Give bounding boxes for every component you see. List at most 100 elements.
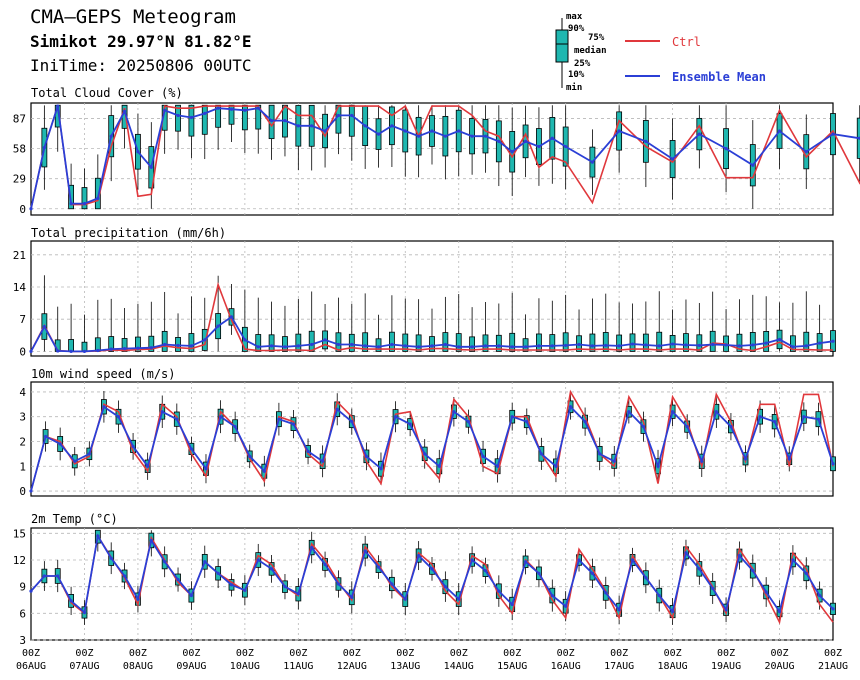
mean-series-point — [376, 345, 381, 349]
mean-series-point — [149, 538, 153, 543]
mean-series-point — [336, 113, 341, 118]
mean-series-point — [510, 150, 514, 154]
box-iqr — [161, 330, 168, 352]
mean-series-point — [773, 420, 777, 424]
mean-series-point — [537, 571, 541, 575]
mean-series-point — [163, 342, 167, 347]
mean-series-point — [29, 489, 33, 493]
mean-series-point — [724, 147, 728, 151]
mean-series-point — [204, 467, 208, 471]
mean-series-point — [483, 569, 488, 573]
mean-series-point — [96, 534, 100, 538]
mean-series-point — [617, 129, 621, 133]
mean-series-point — [176, 113, 180, 118]
mean-series-point — [69, 349, 73, 353]
mean-series-point — [550, 593, 554, 598]
mean-series-point — [751, 569, 755, 573]
mean-series-point — [109, 556, 113, 560]
x-tick-label: 08AUG — [123, 661, 153, 672]
box-iqr — [402, 333, 409, 352]
legend-ctrl-label: Ctrl — [672, 35, 701, 49]
mean-series-point — [437, 464, 441, 468]
panel-frame — [30, 527, 834, 641]
box-iqr — [255, 334, 262, 352]
mean-series-point — [550, 344, 554, 348]
mean-series-point — [350, 342, 354, 347]
mean-series-point — [390, 582, 394, 586]
mean-series-point — [657, 344, 661, 348]
mean-series-point — [470, 134, 474, 138]
y-tick-label: 87 — [13, 113, 26, 126]
y-tick-label: 6 — [19, 607, 26, 620]
mean-series-point — [497, 344, 501, 348]
mean-series-point — [700, 459, 704, 463]
box-iqr — [415, 334, 422, 352]
mean-series-point — [248, 454, 252, 458]
x-tick-label: 00Z — [503, 648, 521, 659]
mean-series-point — [537, 144, 541, 149]
mean-series-point — [657, 593, 661, 598]
box-iqr — [335, 332, 342, 352]
mean-series-point — [417, 553, 421, 558]
mean-series-point — [69, 201, 73, 206]
mean-series-point — [564, 343, 568, 348]
mean-series-point — [321, 459, 325, 463]
mean-series-point — [430, 567, 434, 571]
mean-series-point — [423, 452, 427, 456]
mean-series-point — [791, 345, 795, 349]
mean-series-point — [403, 344, 407, 348]
box-iqr — [188, 104, 195, 137]
mean-series-point — [216, 106, 220, 110]
mean-series-point — [523, 139, 528, 143]
mean-series-point — [724, 343, 728, 347]
box-iqr — [602, 332, 609, 352]
mean-series-point — [270, 344, 274, 348]
x-tick-label: 00Z — [824, 648, 842, 659]
mean-series-point — [644, 576, 648, 580]
x-tick-label: 16AUG — [551, 661, 581, 672]
mean-series-point — [510, 345, 514, 349]
mean-series-point — [644, 139, 648, 143]
mean-series-point — [116, 415, 121, 419]
mean-series-point — [256, 558, 260, 562]
box-iqr — [749, 332, 756, 352]
mean-series-point — [564, 144, 568, 149]
x-tick-label: 00Z — [771, 648, 789, 659]
mean-series-point — [336, 582, 341, 586]
mean-series-point — [466, 420, 471, 424]
box-iqr — [482, 334, 489, 352]
mean-series-point — [777, 337, 782, 342]
mean-series-point — [82, 201, 87, 206]
legend-box-upper — [555, 29, 569, 45]
mean-series-point — [176, 343, 180, 348]
box-iqr — [509, 332, 516, 352]
mean-series-point — [291, 422, 296, 426]
mean-series-point — [764, 341, 768, 345]
mean-series-point — [443, 342, 447, 347]
x-tick-label: 00Z — [289, 648, 307, 659]
mean-series-point — [764, 590, 768, 594]
mean-series-point — [262, 469, 266, 473]
mean-series-point — [146, 464, 150, 468]
mean-series-point — [189, 447, 193, 451]
mean-series-point — [306, 449, 310, 453]
mean-series-point — [737, 344, 742, 348]
mean-series-point — [818, 341, 822, 345]
mean-series-point — [685, 425, 689, 429]
mean-series-point — [189, 115, 193, 120]
mean-series-point — [751, 163, 755, 167]
panel-title: 10m wind speed (m/s) — [31, 367, 176, 381]
mean-series-point — [590, 571, 595, 575]
box-iqr — [455, 333, 462, 352]
mean-series-point — [791, 558, 795, 562]
mean-series-point — [697, 567, 701, 571]
mean-series-point — [203, 560, 207, 564]
mean-series-point — [96, 196, 100, 201]
legend-box-label: max — [566, 12, 583, 22]
mean-series-point — [131, 444, 135, 449]
mean-series-point — [203, 338, 207, 342]
mean-series-point — [443, 585, 447, 589]
mean-series-point — [724, 608, 728, 612]
mean-series-point — [149, 165, 153, 169]
mean-series-point — [122, 574, 127, 578]
